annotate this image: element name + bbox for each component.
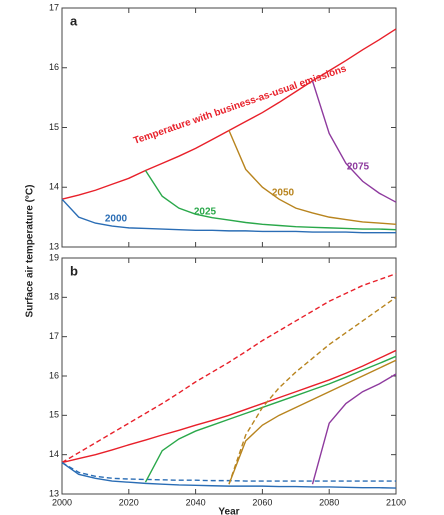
dashed-line	[61, 461, 396, 482]
y-tick-label: 15	[49, 410, 59, 420]
dashed-line	[61, 273, 397, 464]
x-tick-label: 2100	[386, 497, 406, 507]
line	[144, 170, 397, 231]
line	[61, 349, 397, 464]
y-tick-label: 17	[49, 2, 59, 12]
y-tick-label: 13	[49, 241, 59, 251]
y-tick-label: 16	[49, 62, 59, 72]
x-tick-label: 2000	[52, 497, 72, 507]
line	[311, 80, 397, 203]
dashed-line	[228, 296, 397, 485]
x-tick-label: 2020	[119, 497, 139, 507]
plot-frame	[61, 7, 397, 248]
y-tick-label: 14	[49, 182, 59, 192]
y-tick-label: 15	[49, 122, 59, 132]
y-tick-label: 19	[49, 252, 59, 262]
line	[61, 461, 397, 489]
y-tick-label: 18	[49, 292, 59, 302]
y-tick-label: 16	[49, 370, 59, 380]
line	[228, 130, 397, 225]
series-label: 2050	[272, 188, 295, 199]
panel-label: b	[70, 263, 78, 278]
line	[311, 373, 397, 485]
y-tick-label: 17	[49, 331, 59, 341]
series-label: 2075	[347, 162, 370, 173]
y-axis-label: Surface air temperature (°C)	[25, 185, 36, 318]
x-tick-label: 2080	[319, 497, 339, 507]
line	[228, 359, 397, 485]
x-tick-label: 2060	[252, 497, 272, 507]
x-tick-label: 2040	[186, 497, 206, 507]
panel-label: a	[70, 13, 78, 28]
y-tick-label: 14	[49, 449, 59, 459]
line	[144, 355, 397, 483]
series-label: 2000	[105, 214, 128, 225]
x-axis-label: Year	[218, 507, 239, 515]
series-label: Temperature with business-as-usual emiss…	[132, 63, 348, 147]
y-tick-label: 13	[49, 488, 59, 498]
line	[61, 198, 396, 234]
series-label: 2025	[194, 207, 217, 218]
